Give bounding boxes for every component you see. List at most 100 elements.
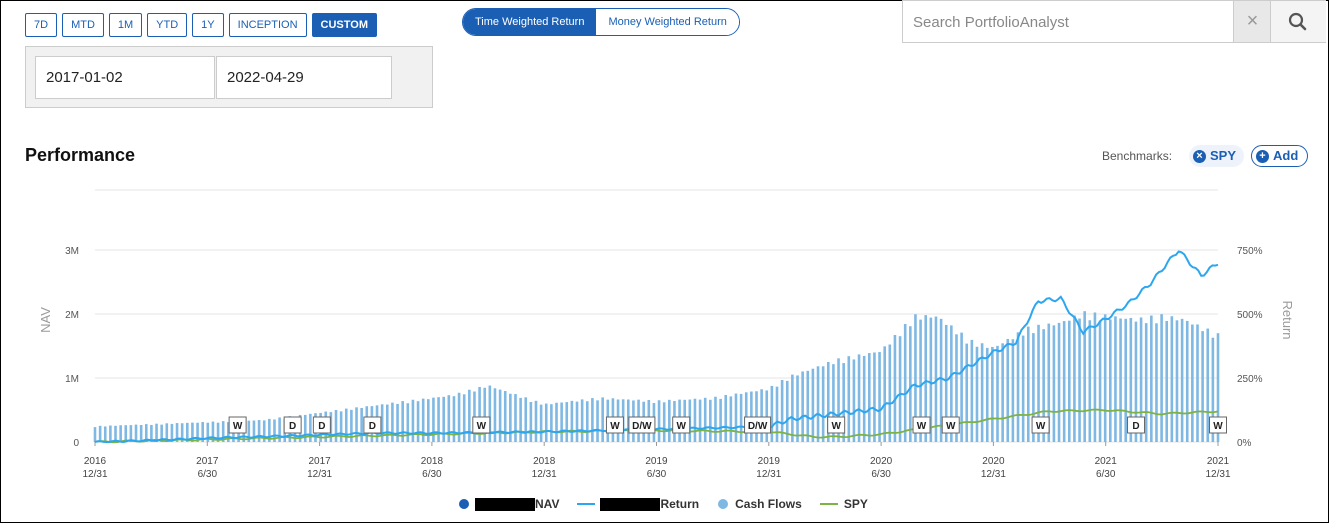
nav-bar [1093,312,1097,442]
nav-bar [252,420,256,442]
nav-bar [186,422,189,442]
event-marker-label: W [1036,421,1046,432]
nav-bar [380,404,384,442]
start-date-field[interactable]: 2017-01-02 [35,56,215,99]
nav-bar [852,359,856,442]
nav-dot-icon [459,499,469,509]
x-tick-sublabel: 12/31 [82,469,107,480]
range-button-1m[interactable]: 1M [108,13,143,37]
range-button-custom[interactable]: CUSTOM [311,13,378,37]
nav-bar [898,336,902,442]
range-button-inception[interactable]: INCEPTION [228,13,307,37]
nav-bar [734,393,738,442]
nav-bar [868,353,871,442]
benchmark-chip-spy[interactable]: × SPY [1189,145,1245,167]
y-right-axis-title: Return [1280,300,1295,339]
nav-bar [160,424,163,442]
x-tick-label: 2016 [84,456,107,467]
nav-bar [555,402,558,442]
range-button-group: 7D MTD 1M YTD 1Y INCEPTION CUSTOM [25,13,378,37]
event-marker [628,416,656,434]
nav-bar [709,399,712,442]
twr-toggle[interactable]: Time Weighted Return [463,9,597,35]
add-benchmark-button[interactable]: + Add [1251,145,1309,167]
nav-bar [1170,316,1174,442]
legend-return-label: Return [660,497,700,511]
nav-bar [519,397,522,442]
nav-bar [1016,332,1020,442]
event-marker-label: W [831,421,841,432]
nav-bar [662,402,666,442]
x-tick-label: 2018 [533,456,556,467]
search-button[interactable] [1270,1,1326,42]
redacted-account [475,497,535,511]
return-type-toggle: Time Weighted Return Money Weighted Retu… [462,8,740,36]
nav-bar [124,425,128,442]
nav-bar [119,425,122,442]
nav-bar [591,398,594,442]
remove-icon[interactable]: × [1193,149,1206,163]
nav-bar [1047,323,1051,442]
nav-bar [883,346,886,442]
nav-bar [129,425,133,442]
nav-bar [939,318,943,442]
legend-nav[interactable]: NAV [458,497,559,511]
nav-bar [760,389,763,442]
nav-bar [955,334,958,442]
x-tick-sublabel: 6/30 [1096,469,1116,480]
nav-bar [893,334,897,442]
nav-bar [1052,325,1056,442]
y-left-axis-title: NAV [38,307,53,333]
nav-bar [334,410,338,442]
clear-icon[interactable]: × [1233,1,1271,42]
legend-cash-flows-label: Cash Flows [735,497,802,511]
legend-return[interactable]: Return [577,497,699,511]
nav-bar [1083,311,1086,442]
nav-bar [934,316,938,442]
event-marker [1209,416,1227,434]
date-range-panel: 2017-01-02 2022-04-29 [25,46,433,108]
event-marker [827,416,846,434]
nav-bar [93,427,97,442]
return-line [94,250,1219,444]
chart-legend: NAV Return Cash Flows SPY [458,497,886,511]
range-button-mtd[interactable]: MTD [62,13,104,37]
legend-spy[interactable]: SPY [819,497,868,511]
nav-bar [416,401,420,442]
nav-bar [770,385,774,442]
nav-bar [144,424,148,442]
event-marker [941,416,960,434]
legend-cash-flows[interactable]: Cash Flows [717,497,802,511]
nav-bar [837,358,840,442]
mwr-toggle[interactable]: Money Weighted Return [596,9,739,35]
x-tick-label: 2020 [982,456,1005,467]
search-input[interactable] [903,1,1243,44]
return-line-icon [577,503,596,505]
y-left-tick-label: 2M [65,310,79,321]
event-marker-label: W [477,421,487,432]
x-tick-sublabel: 12/31 [981,469,1006,480]
end-date-field[interactable]: 2022-04-29 [216,56,392,99]
range-button-7d[interactable]: 7D [25,13,58,37]
nav-bar [539,404,543,442]
nav-bar [134,424,138,442]
nav-bar [1139,317,1143,442]
nav-bar [114,425,117,442]
nav-bar [1114,316,1117,442]
nav-bar [565,402,569,442]
nav-bar [1037,324,1040,442]
nav-bar [191,422,194,442]
range-button-1y[interactable]: 1Y [192,13,224,37]
nav-bar [1057,322,1061,442]
event-marker [744,416,772,434]
nav-bar [1032,333,1035,442]
nav-bar [739,393,743,442]
range-button-ytd[interactable]: YTD [147,13,188,37]
nav-bar [970,339,974,442]
nav-bar [355,407,358,442]
event-marker [672,416,691,434]
nav-bar [1098,320,1102,442]
nav-bar [1175,320,1179,442]
legend-spy-label: SPY [843,497,868,511]
